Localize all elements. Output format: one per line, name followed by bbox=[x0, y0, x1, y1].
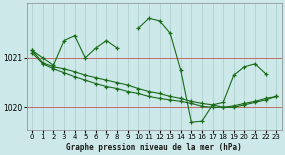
X-axis label: Graphe pression niveau de la mer (hPa): Graphe pression niveau de la mer (hPa) bbox=[66, 143, 242, 152]
